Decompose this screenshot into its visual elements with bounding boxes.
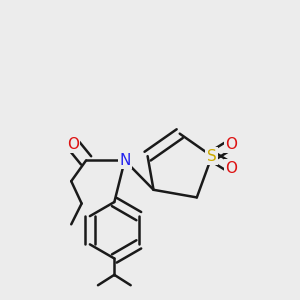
- Text: O: O: [67, 136, 79, 152]
- Text: O: O: [225, 137, 237, 152]
- Text: N: N: [119, 153, 130, 168]
- Text: O: O: [225, 160, 237, 175]
- Text: S: S: [207, 148, 217, 164]
